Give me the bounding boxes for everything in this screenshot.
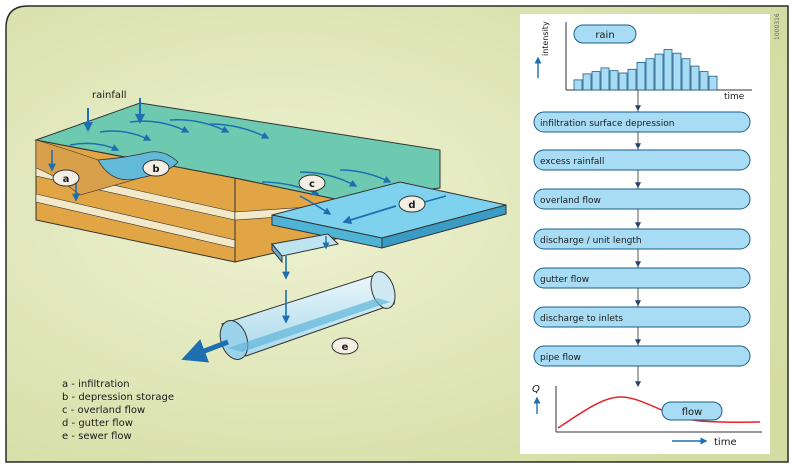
time-label-bottom: time xyxy=(714,437,737,448)
marker-e-label: e xyxy=(342,342,349,353)
rainfall-label: rainfall xyxy=(92,90,127,101)
hyetograph-bars xyxy=(573,49,718,91)
legend-item-e: e - sewer flow xyxy=(62,431,132,442)
hyetograph-bar xyxy=(582,73,592,91)
hyetograph-bar xyxy=(618,72,628,91)
hyetograph-bar xyxy=(672,52,682,91)
hydrograph: Q flow time xyxy=(532,384,762,448)
gutter-flow-arrow xyxy=(342,205,397,225)
legend-item-c: c - overland flow xyxy=(62,405,145,416)
hyetograph-bar xyxy=(627,68,637,91)
marker-b: b xyxy=(142,159,170,177)
hyetograph-bar xyxy=(708,75,718,91)
hyetograph-bar xyxy=(690,65,700,91)
hyetograph-bar xyxy=(573,79,583,91)
legend: a - infiltration b - depression storage … xyxy=(62,379,174,442)
hyetograph-bar xyxy=(699,71,709,91)
hyetograph-bar xyxy=(609,70,619,91)
flowchart-step-3: overland flow xyxy=(533,188,751,210)
corner-code: 1000316 xyxy=(774,13,781,40)
hyetograph-bar xyxy=(591,71,601,91)
flowchart-step-7: pipe flow xyxy=(533,345,751,367)
ground-surface xyxy=(34,102,441,201)
flow-label: flow xyxy=(682,407,703,418)
overland-flow-arrows xyxy=(69,119,392,215)
flowchart-step-2-label: excess rainfall xyxy=(540,157,604,167)
legend-item-d: d - gutter flow xyxy=(62,418,133,429)
hyetograph-bar xyxy=(654,53,664,91)
flowchart: infiltration surface depression excess r… xyxy=(533,92,751,388)
flowchart-step-6: discharge to inlets xyxy=(533,306,751,328)
inlet-box-front xyxy=(271,242,283,264)
flowchart-step-4: discharge / unit length xyxy=(533,228,751,250)
hyetograph-bar xyxy=(663,49,673,91)
hyetograph-bar xyxy=(645,58,655,91)
flowchart-step-6-label: discharge to inlets xyxy=(540,314,623,324)
flow-pill xyxy=(661,401,723,421)
hyetograph-bar xyxy=(636,62,646,91)
marker-c-label: c xyxy=(309,179,315,190)
marker-b-label: b xyxy=(152,164,159,175)
flowchart-step-1-label: infiltration surface depression xyxy=(540,119,674,129)
marker-d: d xyxy=(398,195,426,213)
rain-label: rain xyxy=(595,30,614,41)
flowchart-step-2: excess rainfall xyxy=(533,149,751,171)
q-label: Q xyxy=(532,384,540,395)
marker-e: e xyxy=(331,337,359,355)
flowchart-step-5: gutter flow xyxy=(533,267,751,289)
gutter-edge xyxy=(381,204,507,249)
marker-a: a xyxy=(52,169,80,187)
flowchart-step-3-label: overland flow xyxy=(540,196,601,206)
flowchart-step-7-label: pipe flow xyxy=(540,353,581,363)
flowchart-step-1: infiltration surface depression xyxy=(533,111,751,133)
hyetograph-bar xyxy=(681,58,691,91)
catchment-illustration: rainfall a b c d e xyxy=(34,90,507,363)
hydrograph-curve xyxy=(557,396,761,429)
flowchart-step-4-label: discharge / unit length xyxy=(540,236,642,246)
hyetograph: intensity time rain xyxy=(534,21,752,102)
sewer-water xyxy=(228,298,390,352)
intensity-label: intensity xyxy=(541,21,550,56)
marker-a-label: a xyxy=(63,174,70,185)
time-label-top: time xyxy=(724,92,745,102)
flowchart-step-5-label: gutter flow xyxy=(540,275,589,285)
marker-d-label: d xyxy=(408,200,415,211)
marker-c: c xyxy=(298,174,326,192)
sewer-outflow-arrow xyxy=(181,339,229,363)
rain-pill xyxy=(573,24,637,44)
hyetograph-bar xyxy=(600,67,610,91)
legend-item-b: b - depression storage xyxy=(62,392,174,403)
legend-item-a: a - infiltration xyxy=(62,379,130,390)
